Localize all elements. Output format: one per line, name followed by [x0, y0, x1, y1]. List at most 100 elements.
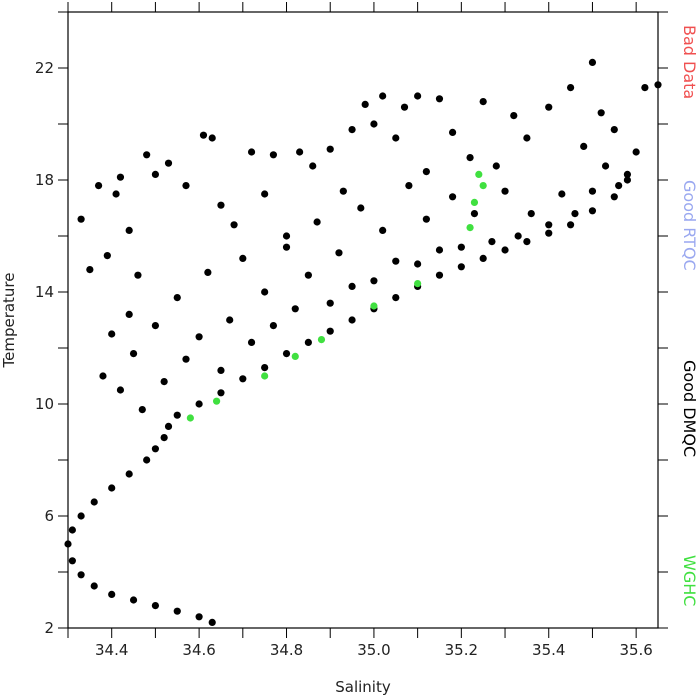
scatter-point [247, 148, 256, 156]
scatter-point [125, 470, 133, 478]
scatter-point [182, 182, 190, 190]
scatter-point [304, 338, 312, 346]
scatter-point [199, 131, 208, 139]
scatter-point [523, 134, 531, 142]
scatter-point [261, 364, 269, 372]
scatter-point [654, 81, 662, 89]
scatter-point [138, 406, 146, 414]
scatter-point [77, 512, 85, 520]
scatter-point [370, 277, 378, 285]
scatter-point [641, 84, 649, 92]
scatter-point [313, 218, 321, 226]
scatter-point [151, 445, 160, 453]
scatter-point [208, 134, 216, 142]
scatter-point [282, 232, 291, 240]
scatter-point [392, 257, 400, 265]
scatter-point [435, 271, 444, 279]
scatter-point [164, 159, 173, 167]
scatter-point [239, 254, 247, 262]
scatter-point [296, 148, 304, 156]
scatter-point [348, 282, 356, 290]
x-tick-label: 35.2 [445, 641, 478, 659]
scatter-point [457, 263, 465, 271]
scatter-point [108, 484, 116, 492]
scatter-point [379, 92, 387, 100]
y-tick-label: 18 [35, 171, 54, 189]
scatter-point [195, 333, 203, 341]
scatter-point [173, 294, 181, 302]
scatter-point [129, 350, 138, 358]
scatter-point [261, 372, 269, 380]
scatter-point [94, 182, 103, 190]
scatter-point [400, 103, 409, 111]
scatter-point [545, 103, 553, 111]
scatter-point [282, 350, 291, 358]
scatter-point [479, 254, 487, 262]
x-tick-label: 34.8 [270, 641, 303, 659]
scatter-point [195, 400, 203, 408]
legend-label: WGHC [680, 555, 699, 606]
scatter-point [339, 187, 347, 195]
scatter-point [261, 190, 269, 198]
scatter-point [151, 602, 160, 610]
scatter-point [116, 386, 125, 394]
scatter-point [370, 120, 378, 128]
scatter-point [68, 526, 76, 534]
scatter-point [217, 201, 225, 209]
x-tick-label: 35.4 [532, 641, 565, 659]
scatter-point [326, 327, 334, 335]
x-tick-label: 34.4 [95, 641, 128, 659]
scatter-point [348, 316, 356, 324]
y-tick-label: 10 [35, 395, 54, 413]
scatter-point [239, 375, 247, 383]
scatter-point [466, 224, 474, 232]
scatter-point [422, 168, 430, 176]
scatter-point [610, 193, 618, 201]
scatter-point [566, 84, 575, 92]
scatter-point [143, 151, 151, 159]
scatter-point [68, 557, 76, 565]
scatter-point [99, 372, 107, 380]
scatter-point [466, 154, 474, 162]
scatter-point [103, 252, 111, 260]
scatter-point [357, 204, 365, 212]
scatter-point [361, 100, 369, 108]
scatter-point [326, 145, 334, 153]
scatter-point [392, 134, 400, 142]
scatter-point [291, 352, 299, 360]
scatter-point [335, 249, 343, 257]
scatter-point [435, 246, 444, 254]
plot-frame [67, 11, 659, 629]
scatter-point [588, 187, 597, 195]
scatter-point [615, 182, 623, 190]
scatter-point [309, 162, 317, 170]
scatter-point [143, 456, 151, 464]
scatter-point [488, 238, 496, 246]
scatter-point [632, 148, 640, 156]
scatter-point [470, 210, 479, 218]
scatter-point [588, 207, 597, 215]
y-tick-label: 2 [44, 619, 54, 637]
scatter-point [448, 193, 457, 201]
scatter-point [269, 151, 278, 159]
scatter-point [261, 288, 269, 296]
scatter-point [623, 170, 632, 178]
scatter-point [414, 92, 422, 100]
scatter-point [370, 302, 378, 310]
scatter-point [479, 182, 487, 190]
scatter-point [125, 310, 133, 318]
scatter-point [597, 109, 605, 117]
scatter-point [457, 243, 465, 251]
scatter-point [90, 582, 98, 590]
scatter-point [405, 182, 413, 190]
scatter-point [510, 112, 518, 120]
scatter-point [304, 271, 312, 279]
y-tick-label: 14 [35, 283, 54, 301]
scatter-point [217, 366, 225, 374]
x-axis-label: Salinity [335, 678, 391, 696]
scatter-point [501, 246, 509, 254]
scatter-point [247, 338, 256, 346]
scatter-point [414, 280, 422, 288]
scatter-point [134, 271, 142, 279]
